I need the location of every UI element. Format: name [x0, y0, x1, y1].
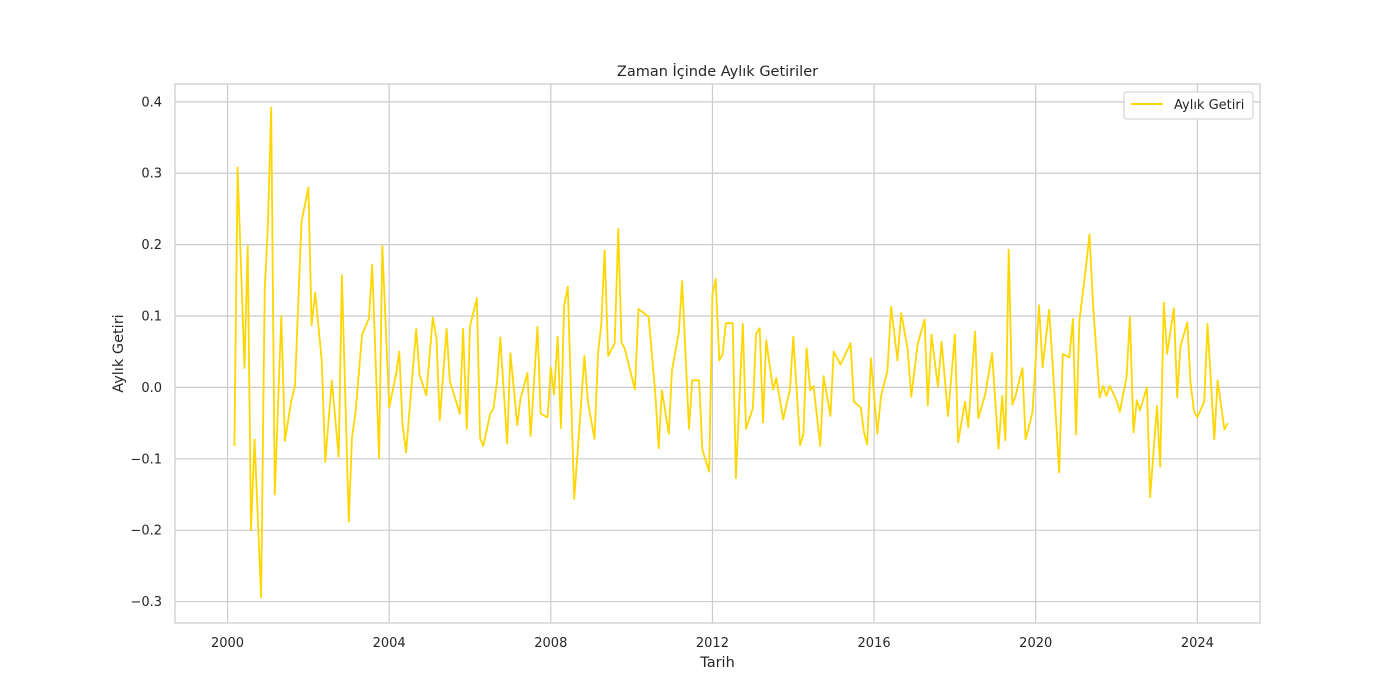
y-axis-label: Aylık Getiri [111, 314, 127, 392]
plot-border [174, 83, 1261, 624]
x-tick-label: 2020 [1019, 636, 1052, 651]
x-tick-label: 2024 [1181, 636, 1214, 651]
chart-title: Zaman İçinde Aylık Getiriler [617, 62, 818, 80]
y-tick-label: 0.1 [141, 310, 162, 325]
legend: Aylık Getiri [1123, 91, 1254, 120]
y-tick-label: 0.2 [141, 238, 162, 253]
y-tick-label: 0.4 [141, 95, 162, 110]
x-tick-label: 2000 [211, 636, 244, 651]
y-tick-label: −0.3 [130, 595, 162, 610]
x-tick-label: 2012 [696, 636, 729, 651]
grid [175, 84, 1260, 623]
legend-label: Aylık Getiri [1174, 98, 1244, 113]
legend-box [1123, 91, 1254, 120]
y-tick-label: 0.0 [141, 381, 162, 396]
y-tick-label: 0.3 [141, 167, 162, 182]
y-tick-label: −0.1 [130, 452, 162, 467]
x-tick-label: 2004 [373, 636, 406, 651]
y-tick-label: −0.2 [130, 524, 162, 539]
x-axis-label: Tarih [699, 655, 735, 671]
x-tick-label: 2016 [858, 636, 891, 651]
x-tick-label: 2008 [534, 636, 567, 651]
series-line-aylik-getiri [233, 106, 1229, 599]
tick-labels: 2000 2004 2008 2012 2016 2020 2024 −0.3 −0.2 −0.1… [130, 95, 1213, 651]
series-layer [233, 106, 1229, 599]
